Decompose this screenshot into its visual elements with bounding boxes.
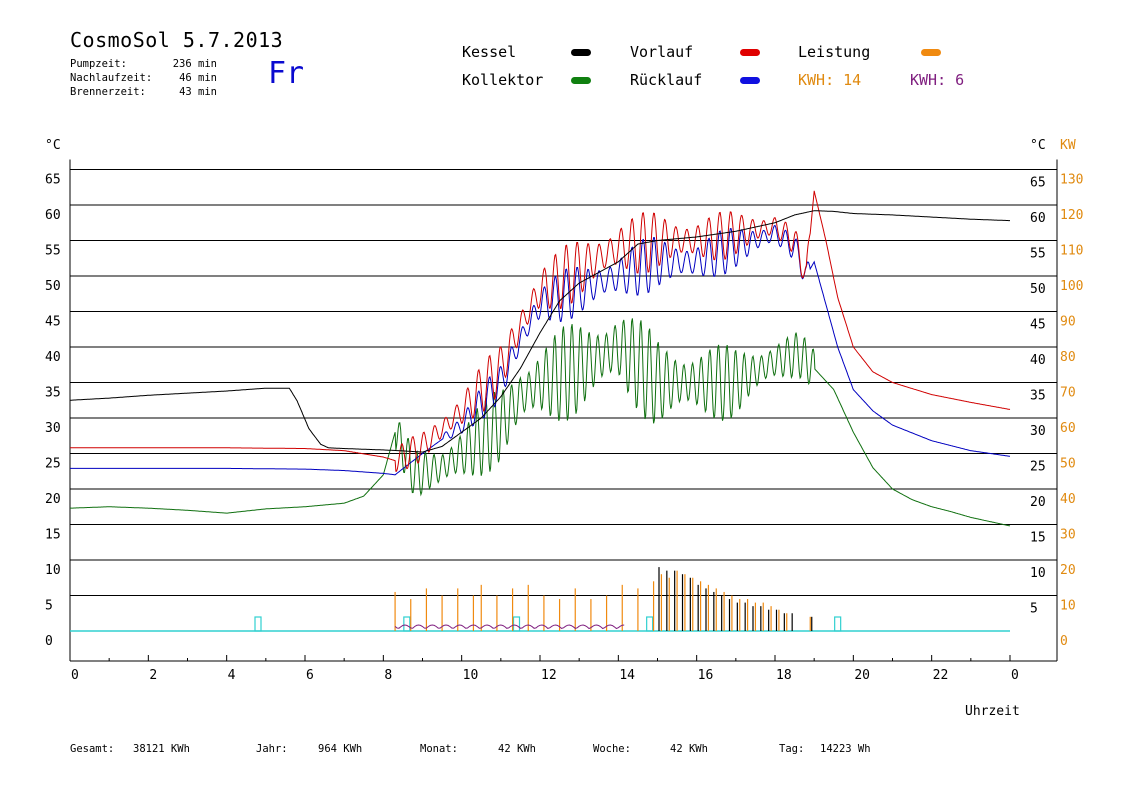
kwh-kessel: KWH: 6 bbox=[910, 71, 965, 89]
x-tick-label: 10 bbox=[463, 668, 479, 683]
y-tick-label-left: 40 bbox=[45, 350, 61, 365]
x-tick-label: 18 bbox=[776, 668, 792, 683]
y-tick-label-right-kw: 70 bbox=[1060, 386, 1076, 401]
legend-kessel-swatch bbox=[571, 49, 591, 56]
legend-ruecklauf-swatch bbox=[740, 77, 760, 84]
y-tick-label-right-c: 45 bbox=[1030, 318, 1046, 333]
x-tick-label: 8 bbox=[384, 668, 392, 683]
y-axis-unit-left: °C bbox=[45, 138, 61, 153]
footer-jahr-label: Jahr: bbox=[256, 743, 288, 755]
legend-kollektor-label: Kollektor bbox=[462, 71, 544, 89]
legend-leistung-label: Leistung bbox=[798, 43, 871, 61]
y-tick-label-left: 45 bbox=[45, 315, 61, 330]
y-tick-label-right-kw: 110 bbox=[1060, 244, 1083, 259]
series-line-ruecklauf bbox=[70, 224, 1011, 476]
series-line-kessel bbox=[69, 210, 1010, 453]
footer-woche-label: Woche: bbox=[593, 743, 631, 755]
y-tick-label-right-c: 50 bbox=[1030, 282, 1046, 297]
footer-woche-value: 42 KWh bbox=[670, 743, 708, 755]
legend-ruecklauf-label: Rücklauf bbox=[630, 71, 703, 89]
y-tick-label-right-c: 35 bbox=[1030, 389, 1046, 404]
y-tick-label-right-kw: 120 bbox=[1060, 208, 1083, 223]
chart-title: CosmoSol 5.7.2013 bbox=[70, 28, 284, 52]
y-tick-label-left: 5 bbox=[45, 599, 53, 614]
footer-gesamt-label: Gesamt: bbox=[70, 743, 115, 755]
x-tick-label: 14 bbox=[619, 668, 635, 683]
stat-value-pumpzeit: 236 min bbox=[172, 58, 217, 70]
y-tick-label-right-kw: 30 bbox=[1060, 528, 1076, 543]
y-tick-label-right-kw: 100 bbox=[1060, 279, 1083, 294]
y-tick-label-left: 55 bbox=[45, 244, 61, 259]
y-tick-label-right-kw: 50 bbox=[1060, 457, 1076, 472]
y-tick-label-right-kw: 130 bbox=[1060, 173, 1083, 188]
y-axis-unit-right-kw: KW bbox=[1060, 138, 1076, 153]
y-tick-label-left: 60 bbox=[45, 208, 61, 223]
x-axis-label: Uhrzeit bbox=[965, 704, 1020, 719]
kwh-base-trace bbox=[394, 624, 625, 630]
pump-marker bbox=[646, 616, 654, 632]
footer-monat-label: Monat: bbox=[420, 743, 458, 755]
footer-tag-value: 14223 Wh bbox=[820, 743, 871, 755]
pump-marker bbox=[834, 616, 842, 632]
stat-label-pumpzeit: Pumpzeit: bbox=[70, 58, 127, 70]
y-tick-label-left: 20 bbox=[45, 492, 61, 507]
y-tick-label-left: 30 bbox=[45, 421, 61, 436]
stat-label-nachlaufzeit: Nachlaufzeit: bbox=[70, 72, 153, 84]
legend-leistung-swatch bbox=[921, 49, 941, 56]
y-tick-label-right-c: 15 bbox=[1030, 531, 1046, 546]
legend-vorlauf-label: Vorlauf bbox=[630, 43, 694, 61]
y-tick-label-right-c: 60 bbox=[1030, 211, 1046, 226]
x-tick-label: 22 bbox=[933, 668, 949, 683]
y-tick-label-right-c: 20 bbox=[1030, 495, 1046, 510]
footer-monat-value: 42 KWh bbox=[498, 743, 536, 755]
y-tick-label-left: 10 bbox=[45, 563, 61, 578]
y-tick-label-left: 35 bbox=[45, 386, 61, 401]
legend-kollektor-swatch bbox=[571, 77, 591, 84]
y-axis-unit-right-c: °C bbox=[1030, 138, 1046, 153]
y-tick-label-left: 50 bbox=[45, 279, 61, 294]
y-tick-label-right-kw: 60 bbox=[1060, 421, 1076, 436]
y-tick-label-right-kw: 80 bbox=[1060, 350, 1076, 365]
x-tick-label: 16 bbox=[698, 668, 714, 683]
y-tick-label-right-kw: 40 bbox=[1060, 492, 1076, 507]
y-tick-label-right-c: 5 bbox=[1030, 602, 1038, 617]
series-line-vorlauf bbox=[70, 190, 1011, 472]
kwh-leistung: KWH: 14 bbox=[798, 71, 862, 89]
y-tick-label-right-c: 40 bbox=[1030, 353, 1046, 368]
stat-value-brennerzeit: 43 min bbox=[179, 86, 217, 98]
pump-marker bbox=[254, 616, 262, 632]
footer-gesamt-value: 38121 KWh bbox=[133, 743, 190, 755]
y-tick-label-right-kw: 10 bbox=[1060, 599, 1076, 614]
y-tick-label-right-c: 55 bbox=[1030, 247, 1046, 262]
pump-marker bbox=[512, 616, 521, 632]
x-tick-label: 4 bbox=[228, 668, 236, 683]
x-tick-label: 12 bbox=[541, 668, 557, 683]
footer-jahr-value: 964 KWh bbox=[318, 743, 363, 755]
y-tick-label-right-kw: 20 bbox=[1060, 563, 1076, 578]
pump-marker bbox=[403, 616, 411, 632]
x-tick-label: 6 bbox=[306, 668, 314, 683]
y-tick-label-left: 25 bbox=[45, 457, 61, 472]
y-tick-label-left: 0 bbox=[45, 634, 53, 649]
y-tick-label-right-c: 10 bbox=[1030, 566, 1046, 581]
y-tick-label-left: 65 bbox=[45, 173, 61, 188]
legend-vorlauf-swatch bbox=[740, 49, 760, 56]
y-tick-label-left: 15 bbox=[45, 528, 61, 543]
y-tick-label-right-c: 30 bbox=[1030, 424, 1046, 439]
series-line-kollektor bbox=[69, 318, 1011, 527]
y-tick-label-right-c: 65 bbox=[1030, 176, 1046, 191]
y-tick-label-right-c: 25 bbox=[1030, 460, 1046, 475]
stat-value-nachlaufzeit: 46 min bbox=[179, 72, 217, 84]
footer-tag-label: Tag: bbox=[779, 743, 805, 755]
weekday-label: Fr bbox=[268, 56, 305, 91]
legend-kessel-label: Kessel bbox=[462, 43, 517, 61]
stat-label-brennerzeit: Brennerzeit: bbox=[70, 86, 146, 98]
x-tick-label: 2 bbox=[149, 668, 157, 683]
y-tick-label-right-kw: 90 bbox=[1060, 315, 1076, 330]
x-tick-label: 0 bbox=[1011, 668, 1019, 683]
y-tick-label-right-kw: 0 bbox=[1060, 634, 1068, 649]
x-tick-label: 20 bbox=[854, 668, 870, 683]
x-tick-label: 0 bbox=[71, 668, 79, 683]
